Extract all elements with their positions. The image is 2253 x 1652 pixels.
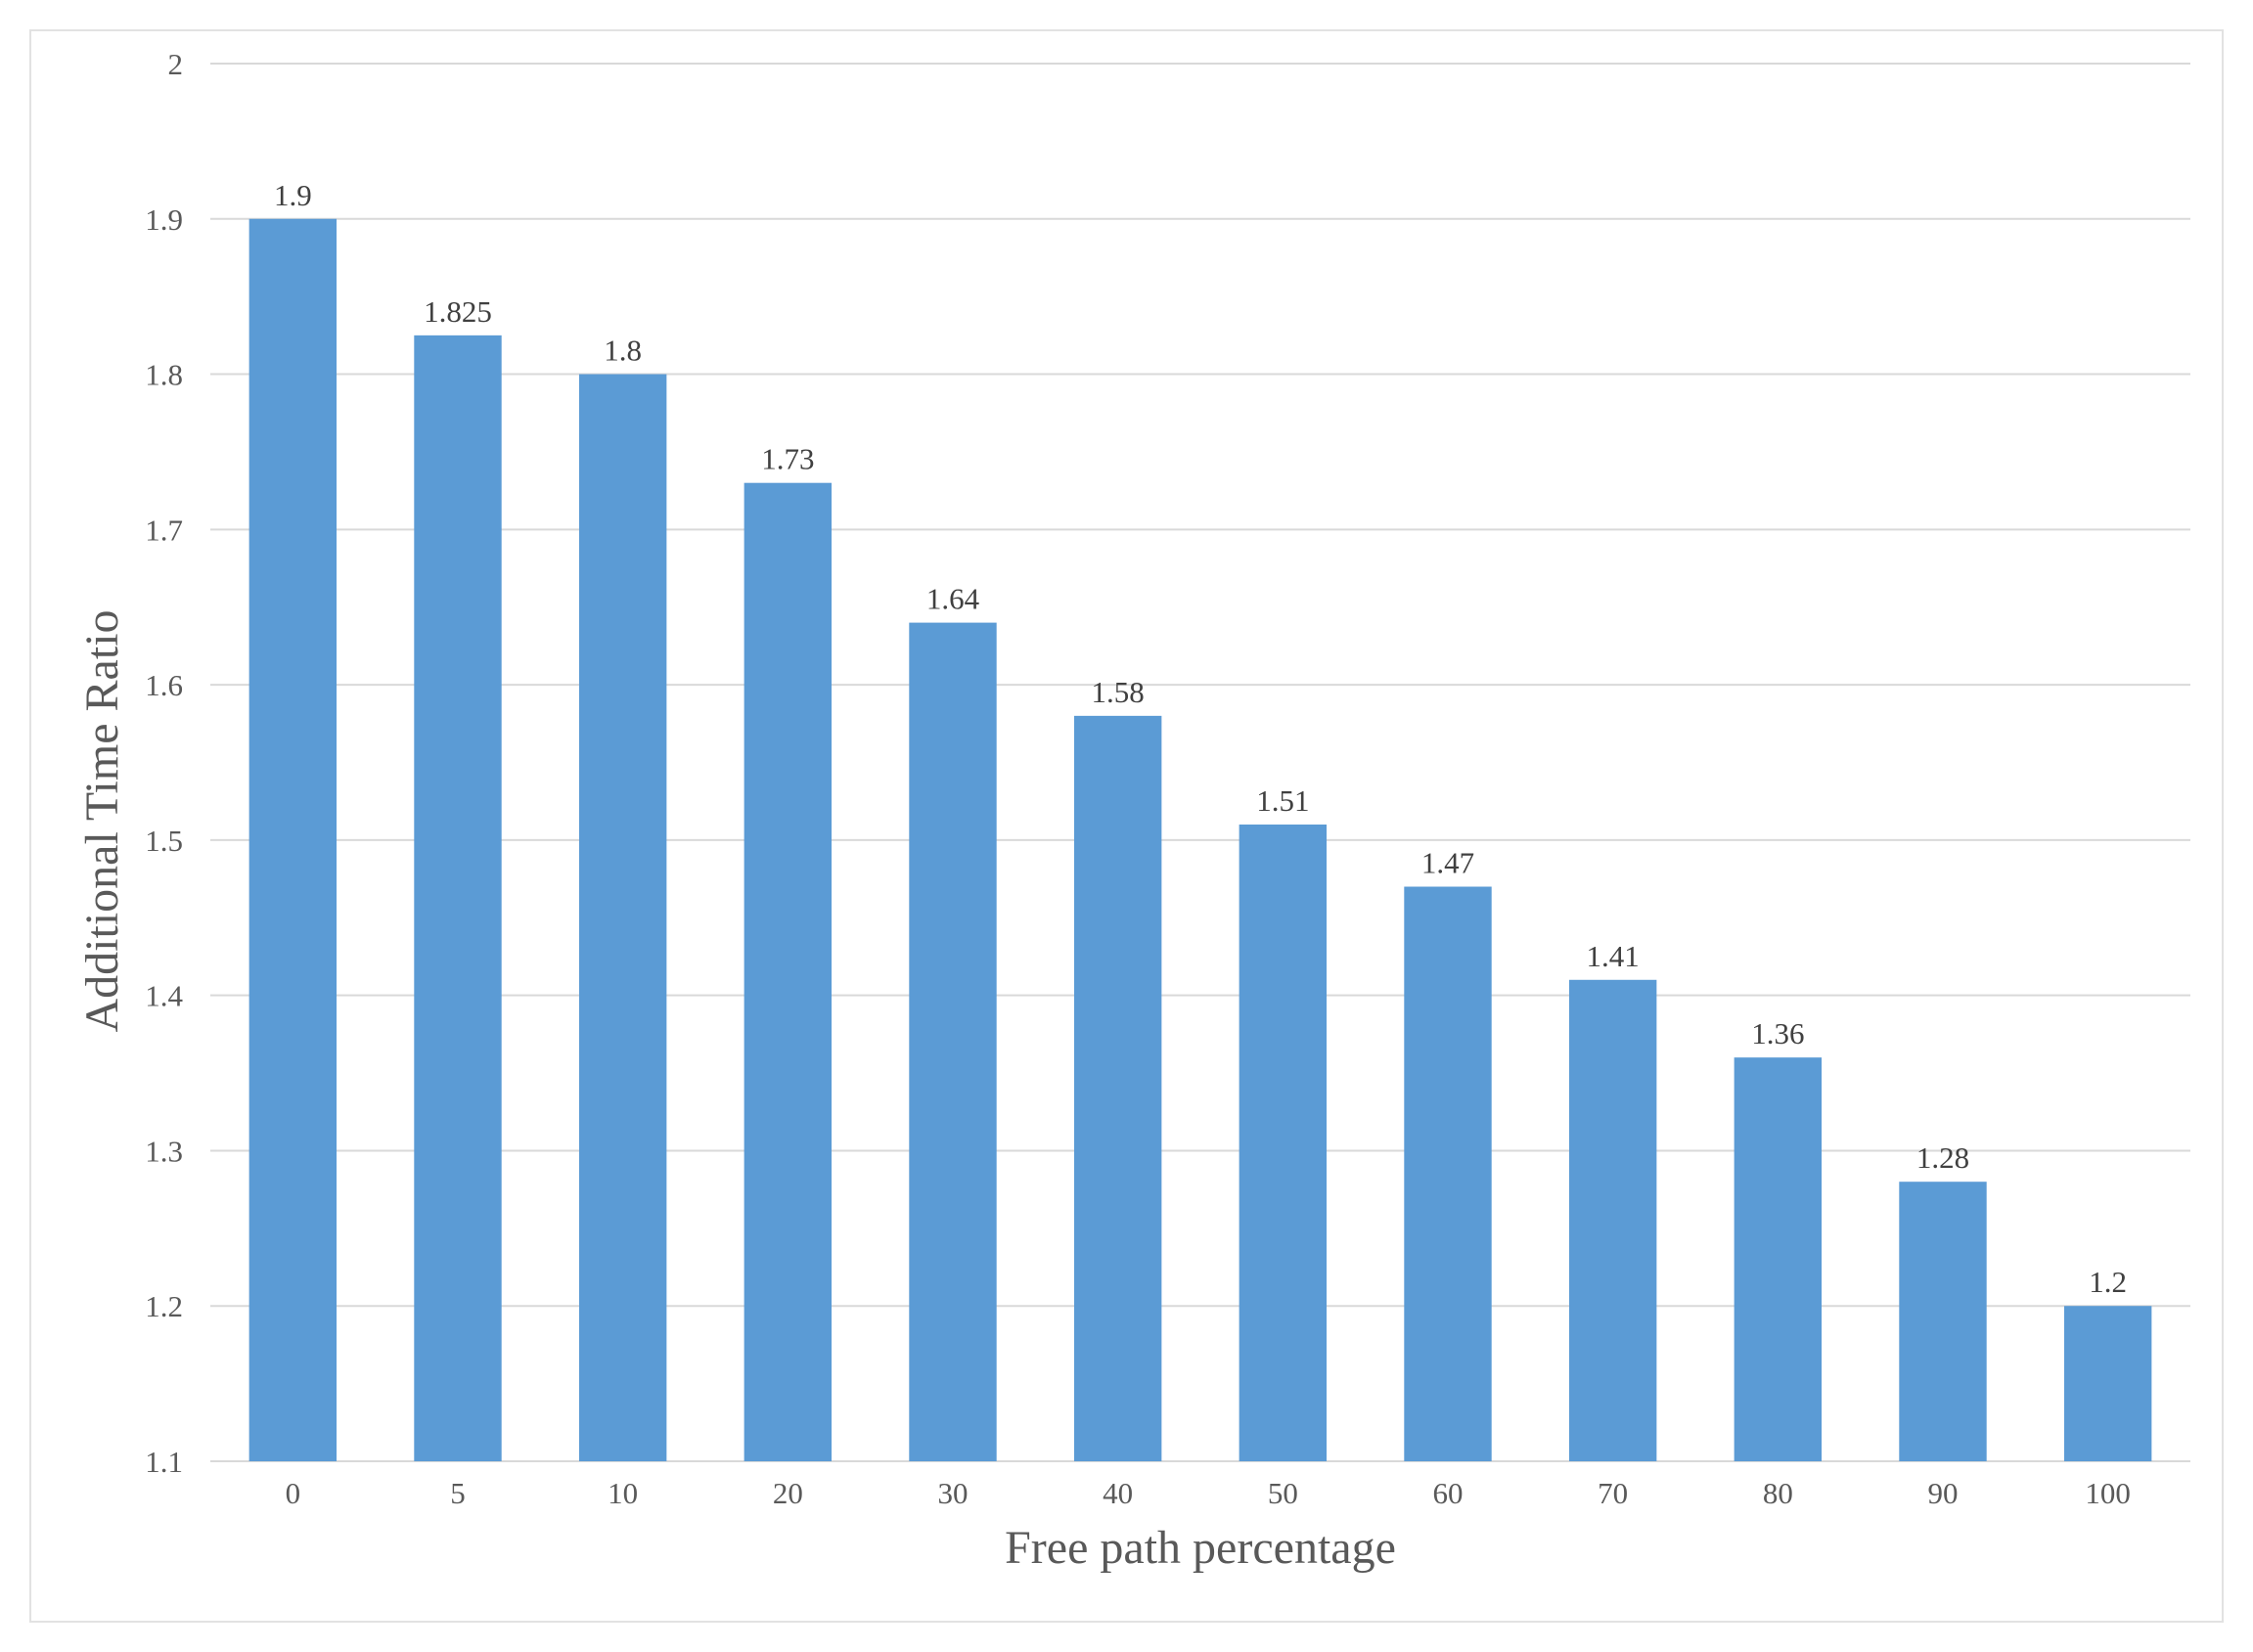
x-tick-label: 100 bbox=[2085, 1476, 2131, 1510]
x-tick-label: 5 bbox=[450, 1476, 466, 1510]
x-tick-label: 40 bbox=[1103, 1476, 1133, 1510]
x-tick-label: 70 bbox=[1598, 1476, 1628, 1510]
data-label: 1.41 bbox=[1587, 939, 1640, 973]
y-axis-title: Additional Time Ratio bbox=[76, 609, 128, 1032]
x-tick-label: 0 bbox=[286, 1476, 301, 1510]
data-label: 1.58 bbox=[1092, 675, 1145, 709]
bar bbox=[1073, 715, 1162, 1461]
y-tick-label: 1.9 bbox=[145, 202, 183, 237]
y-tick-label: 2 bbox=[168, 47, 184, 81]
x-axis-title: Free path percentage bbox=[1005, 1522, 1396, 1574]
bar bbox=[1734, 1057, 1823, 1461]
data-label: 1.8 bbox=[604, 334, 642, 368]
y-tick-label: 1.6 bbox=[145, 668, 183, 702]
bar bbox=[414, 335, 502, 1462]
y-tick-label: 1.4 bbox=[145, 979, 183, 1013]
x-tick-label: 30 bbox=[938, 1476, 969, 1510]
data-label: 1.64 bbox=[926, 582, 980, 616]
y-tick-label: 1.2 bbox=[145, 1289, 183, 1323]
y-tick-label: 1.8 bbox=[145, 358, 183, 392]
data-label: 1.28 bbox=[1916, 1140, 1969, 1175]
bar bbox=[578, 374, 667, 1461]
bar bbox=[1404, 886, 1492, 1461]
data-label: 1.36 bbox=[1751, 1016, 1804, 1050]
x-tick-label: 50 bbox=[1268, 1476, 1298, 1510]
bar bbox=[743, 482, 833, 1461]
x-axis-ticks: 0 5 10 20 30 40 50 60 70 80 90 100 bbox=[286, 1476, 2131, 1510]
data-label: 1.51 bbox=[1256, 783, 1309, 818]
bar bbox=[248, 218, 338, 1461]
bars bbox=[248, 218, 2152, 1462]
bar-chart: 1.1 1.2 1.3 1.4 1.5 1.6 1.7 1.8 1.9 2 1.9 1.825 1.8… bbox=[76, 47, 2190, 1574]
x-tick-label: 90 bbox=[1928, 1476, 1959, 1510]
y-tick-label: 1.5 bbox=[145, 824, 183, 858]
y-tick-label: 1.7 bbox=[145, 513, 183, 547]
data-label: 1.47 bbox=[1421, 846, 1474, 880]
y-tick-label: 1.1 bbox=[145, 1445, 183, 1479]
data-label: 1.825 bbox=[424, 294, 492, 329]
y-axis-ticks: 1.1 1.2 1.3 1.4 1.5 1.6 1.7 1.8 1.9 2 bbox=[145, 47, 183, 1479]
chart-frame: 1.1 1.2 1.3 1.4 1.5 1.6 1.7 1.8 1.9 2 1.9 1.825 1.8… bbox=[29, 29, 2224, 1623]
bar bbox=[1239, 825, 1328, 1461]
gridlines bbox=[210, 63, 2190, 1462]
bar bbox=[1568, 979, 1657, 1461]
x-tick-label: 60 bbox=[1433, 1476, 1464, 1510]
bar bbox=[909, 622, 997, 1461]
y-tick-label: 1.3 bbox=[145, 1134, 183, 1168]
data-label: 1.2 bbox=[2089, 1265, 2127, 1299]
x-tick-label: 20 bbox=[773, 1476, 803, 1510]
x-tick-label: 10 bbox=[608, 1476, 638, 1510]
data-label: 1.73 bbox=[761, 442, 814, 476]
data-label: 1.9 bbox=[274, 178, 312, 212]
bar bbox=[2063, 1306, 2152, 1461]
data-labels: 1.9 1.825 1.8 1.73 1.64 1.58 1.51 1.47 1.41 1.36 1… bbox=[274, 178, 2127, 1299]
bar bbox=[1899, 1182, 1987, 1461]
x-tick-label: 80 bbox=[1763, 1476, 1793, 1510]
